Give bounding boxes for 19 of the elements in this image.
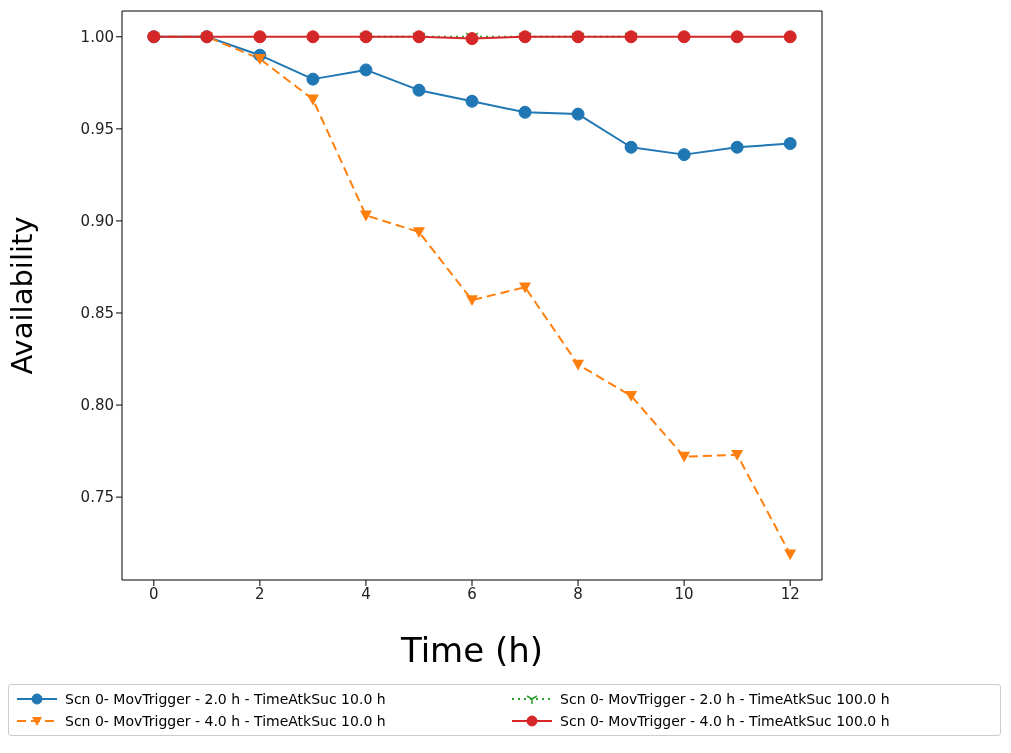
x-tick-label: 0: [149, 584, 159, 603]
y-tick-label: 0.85: [80, 304, 114, 323]
y-tick-label: 0.75: [80, 488, 114, 507]
x-tick-label: 6: [467, 584, 477, 603]
y-tick-label: 1.00: [80, 28, 114, 47]
legend-label: Scn 0- MovTrigger - 4.0 h - TimeAtkSuc 100.0 h: [560, 713, 890, 729]
x-tick-label: 4: [361, 584, 371, 603]
legend-label: Scn 0- MovTrigger - 2.0 h - TimeAtkSuc 100.0 h: [560, 691, 890, 707]
y-tick-label: 0.90: [80, 212, 114, 231]
x-tick-label: 10: [674, 584, 694, 603]
y-axis-title: Availability: [5, 216, 40, 375]
y-tick-label: 0.95: [80, 120, 114, 139]
x-axis-title: Time (h): [399, 630, 544, 670]
y-tick-label: 0.80: [80, 396, 114, 415]
x-tick-label: 8: [573, 584, 583, 603]
legend-label: Scn 0- MovTrigger - 2.0 h - TimeAtkSuc 10.0 h: [65, 691, 386, 707]
x-tick-label: 2: [255, 584, 265, 603]
legend-label: Scn 0- MovTrigger - 4.0 h - TimeAtkSuc 10.0 h: [65, 713, 386, 729]
x-tick-label: 12: [780, 584, 800, 603]
